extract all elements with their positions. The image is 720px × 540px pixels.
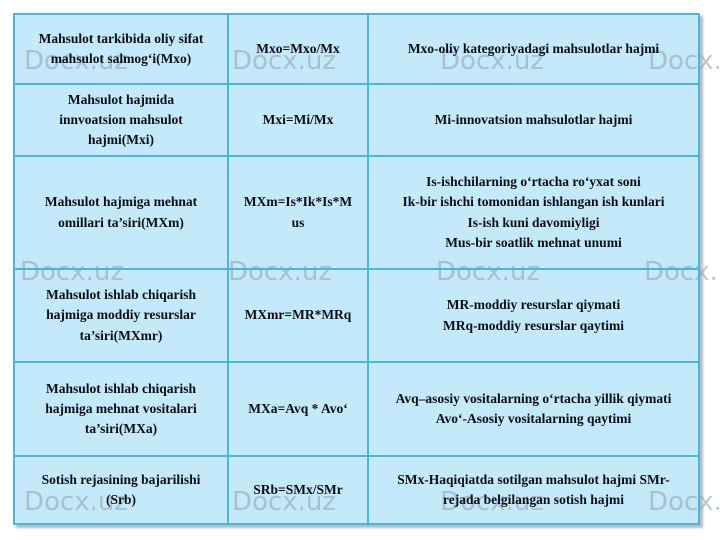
formula-cell: Mxi=Mi/Mx	[227, 83, 369, 157]
legend-cell: MR-moddiy resurslar qiymati MRq-moddiy r…	[367, 268, 700, 363]
table-row: Mahsulot tarkibida oliy sifat mahsulot s…	[13, 13, 700, 85]
table-row: Sotish rejasining bajarilishi (Srb) SRb=…	[13, 455, 700, 525]
legend-cell: Avq–asosiy vositalarning oʻrtacha yillik…	[367, 361, 700, 457]
formula-cell: SRb=SMx/SMr	[227, 455, 369, 525]
indicator-cell: Sotish rejasining bajarilishi (Srb)	[13, 455, 229, 525]
legend-cell: Is-ishchilarning oʻrtacha roʻyxat soni I…	[367, 155, 700, 270]
table-row: Mahsulot hajmiga mehnat omillari ta’siri…	[13, 155, 700, 270]
legend-cell: Mxo-oliy kategoriyadagi mahsulotlar hajm…	[367, 13, 700, 85]
indicator-cell: Mahsulot hajmiga mehnat omillari ta’siri…	[13, 155, 229, 270]
table-row: Mahsulot ishlab chiqarish hajmiga moddiy…	[13, 268, 700, 363]
formula-cell: MXm=Is*Ik*Is*M us	[227, 155, 369, 270]
formula-cell: Mxo=Mxo/Mx	[227, 13, 369, 85]
formula-table: Mahsulot tarkibida oliy sifat mahsulot s…	[13, 13, 700, 525]
indicator-cell: Mahsulot tarkibida oliy sifat mahsulot s…	[13, 13, 229, 85]
indicator-cell: Mahsulot ishlab chiqarish hajmiga mehnat…	[13, 361, 229, 457]
indicator-cell: Mahsulot ishlab chiqarish hajmiga moddiy…	[13, 268, 229, 363]
formula-cell: MXmr=MR*MRq	[227, 268, 369, 363]
indicator-cell: Mahsulot hajmida innvoatsion mahsulot ha…	[13, 83, 229, 157]
legend-cell: Mi-innovatsion mahsulotlar hajmi	[367, 83, 700, 157]
table-row: Mahsulot ishlab chiqarish hajmiga mehnat…	[13, 361, 700, 457]
legend-cell: SMx-Haqiqiatda sotilgan mahsulot hajmi S…	[367, 455, 700, 525]
formula-cell: MXa=Avq * Avoʻ	[227, 361, 369, 457]
table-row: Mahsulot hajmida innvoatsion mahsulot ha…	[13, 83, 700, 157]
